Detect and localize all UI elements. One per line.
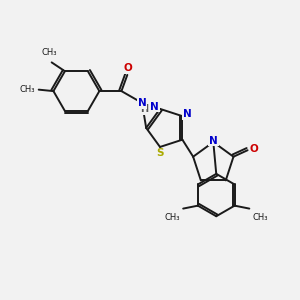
Text: N: N — [183, 109, 192, 119]
Text: O: O — [250, 144, 259, 154]
Text: S: S — [156, 148, 164, 158]
Text: O: O — [124, 63, 132, 74]
Text: CH₃: CH₃ — [42, 48, 57, 57]
Text: CH₃: CH₃ — [20, 85, 35, 94]
Text: CH₃: CH₃ — [165, 213, 180, 222]
Text: N: N — [209, 136, 218, 146]
Text: N: N — [150, 101, 159, 112]
Text: CH₃: CH₃ — [252, 213, 268, 222]
Text: N: N — [138, 98, 146, 108]
Text: H: H — [140, 104, 148, 114]
